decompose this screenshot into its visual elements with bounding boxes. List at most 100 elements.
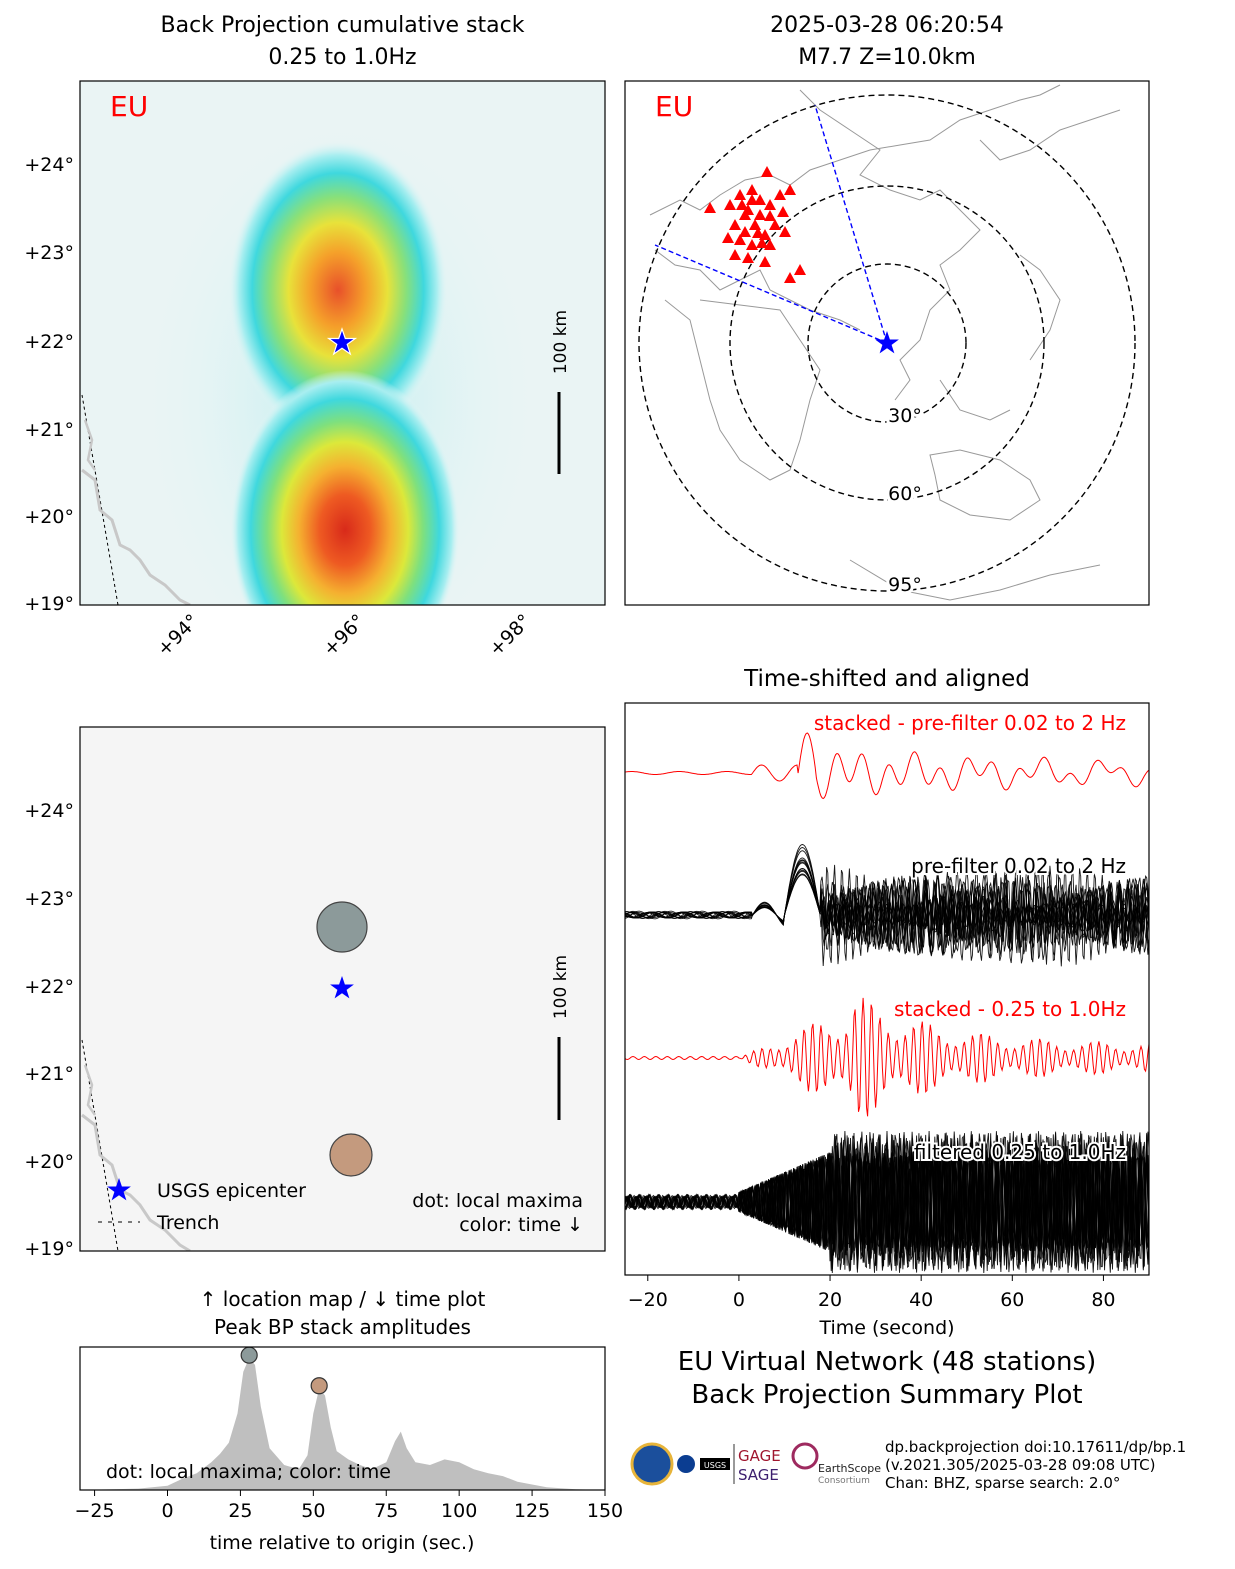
peak-plot-title-line1: ↑ location map / ↓ time plot <box>199 1287 486 1311</box>
station-triangle <box>764 239 776 250</box>
peak-amplitude-area <box>80 1358 605 1490</box>
station-triangle <box>764 210 776 221</box>
stacked-filtered-trace <box>625 997 1149 1117</box>
bp-map-lon-tick: +94° <box>153 610 204 661</box>
station-triangle <box>734 189 746 200</box>
station-triangle <box>746 239 758 250</box>
aperture-line-left <box>654 244 888 344</box>
station-triangle <box>746 194 758 205</box>
footer-line3: Chan: BHZ, sparse search: 2.0° <box>885 1474 1121 1492</box>
local-maximum-dot <box>329 1133 373 1177</box>
station-map-network-label: EU <box>655 90 693 123</box>
waveforms-tick-label: 60 <box>1000 1289 1024 1311</box>
station-triangle <box>754 209 766 220</box>
peak-marker-1 <box>310 1377 328 1395</box>
station-triangle <box>752 227 764 238</box>
maxima-map-epicenter-star <box>330 976 354 999</box>
peak-plot-tick-label: 75 <box>374 1500 398 1522</box>
station-triangle <box>756 237 768 248</box>
station-triangle <box>769 219 781 230</box>
label-prefilter: pre-filter 0.02 to 2 Hz <box>911 854 1126 878</box>
peak-plot-title-line2: Peak BP stack amplitudes <box>214 1315 471 1339</box>
station-map-panel: 30° 60° 95° EU <box>624 80 1150 606</box>
bp-map-title-line2: 0.25 to 1.0Hz <box>268 45 417 70</box>
aperture-line-right <box>814 104 888 344</box>
peak-plot-tick-label: −25 <box>75 1500 115 1522</box>
bp-map-lon-tick: +96° <box>319 610 370 661</box>
bp-map-epicenter-star <box>326 327 358 356</box>
maxima-map-lat-tick: +19° <box>24 1238 74 1260</box>
bp-map-scale-label: 100 km <box>551 310 571 374</box>
summary-title-line2: Back Projection Summary Plot <box>691 1380 1083 1410</box>
nasa-logo <box>677 1455 695 1473</box>
station-triangle <box>736 199 748 210</box>
station-triangle <box>784 184 796 195</box>
station-triangle <box>749 219 761 230</box>
earthscope-logo <box>791 1442 819 1470</box>
station-triangle <box>764 199 776 210</box>
waveforms-panel: stacked - pre-filter 0.02 to 2 Hz pre-fi… <box>624 702 1150 1339</box>
station-triangle <box>746 184 758 195</box>
filtered-trace <box>625 1156 1149 1248</box>
station-triangle <box>704 202 716 213</box>
earthscope-logo-text: EarthScope <box>818 1462 881 1475</box>
logo-strip: USGS GAGE SAGE EarthScope Consortium <box>630 1442 881 1486</box>
ring-label-95: 95° <box>888 574 922 596</box>
consortium-logo-text: Consortium <box>818 1476 870 1486</box>
bp-map-title: Back Projection cumulative stack 0.25 to… <box>80 10 605 74</box>
waveforms-tick-label: −20 <box>628 1289 668 1311</box>
station-triangle <box>729 219 741 230</box>
peak-plot-xlabel: time relative to origin (sec.) <box>210 1532 475 1554</box>
label-stacked-prefilter: stacked - pre-filter 0.02 to 2 Hz <box>814 711 1126 735</box>
bp-map-lat-tick: +19° <box>24 593 74 615</box>
station-triangle <box>729 249 741 260</box>
gage-logo: GAGE <box>738 1447 781 1465</box>
station-triangle <box>761 166 773 177</box>
peak-plot-tick-label: 0 <box>161 1500 173 1522</box>
usgs-logo-text: USGS <box>704 1461 726 1470</box>
station-triangle <box>784 272 796 283</box>
waveforms-tick-label: 20 <box>818 1289 842 1311</box>
maxima-map-lat-tick: +22° <box>24 976 74 998</box>
station-triangle <box>722 232 734 243</box>
peak-plot-tick-label: 50 <box>301 1500 325 1522</box>
waveforms-tick-label: 0 <box>733 1289 745 1311</box>
peak-plot-tick-label: 100 <box>441 1500 477 1522</box>
footer-line2: (v.2021.305/2025-03-28 09:08 UTC) <box>885 1456 1156 1474</box>
station-triangle <box>724 199 736 210</box>
peak-plot-panel: dot: local maxima; color: time −25 0 25 50 7… <box>75 1346 623 1554</box>
footer-info: dp.backprojection doi:10.17611/dp/bp.1 (… <box>885 1438 1230 1492</box>
ring-label-60: 60° <box>888 483 922 505</box>
waveforms-tick-label: 40 <box>909 1289 933 1311</box>
ring-30deg <box>807 263 967 423</box>
station-triangle <box>742 252 754 263</box>
label-stacked-filtered: stacked - 0.25 to 1.0Hz <box>894 997 1126 1021</box>
legend-epicenter-label: USGS epicenter <box>157 1180 306 1202</box>
bp-map-title-line1: Back Projection cumulative stack <box>160 13 525 38</box>
sage-logo: SAGE <box>738 1466 779 1484</box>
ring-95deg <box>638 94 1136 592</box>
maxima-map-scale-label: 100 km <box>551 955 571 1019</box>
summary-title-line1: EU Virtual Network (48 stations) <box>677 1347 1097 1377</box>
station-triangle <box>759 256 771 267</box>
peak-plot-note: dot: local maxima; color: time <box>106 1461 391 1483</box>
maxima-map-panel: 100 km USGS epicenter Trench dot: local … <box>24 726 606 1260</box>
peak-plot-tick-label: 125 <box>514 1500 550 1522</box>
station-triangle <box>739 209 751 220</box>
distance-rings <box>638 94 1136 592</box>
station-markers <box>704 166 806 283</box>
maxima-map-lat-tick: +21° <box>24 1063 74 1085</box>
peak-plot-title: ↑ location map / ↓ time plot Peak BP sta… <box>80 1285 605 1341</box>
station-triangle <box>794 264 806 275</box>
bp-map-lat-tick: +22° <box>24 331 74 353</box>
bp-map-network-label: EU <box>110 90 148 123</box>
stacked-prefilter-trace <box>625 732 1149 800</box>
station-triangle <box>777 206 789 217</box>
station-map-title: 2025-03-28 06:20:54 M7.7 Z=10.0km <box>625 10 1149 74</box>
maxima-map-lat-tick: +20° <box>24 1151 74 1173</box>
legend-trench-label: Trench <box>156 1212 219 1234</box>
station-triangle <box>734 234 746 245</box>
filtered-trace <box>625 1132 1149 1272</box>
bp-map-lon-tick: +98° <box>485 610 536 661</box>
maxima-map-lat-tick: +23° <box>24 888 74 910</box>
